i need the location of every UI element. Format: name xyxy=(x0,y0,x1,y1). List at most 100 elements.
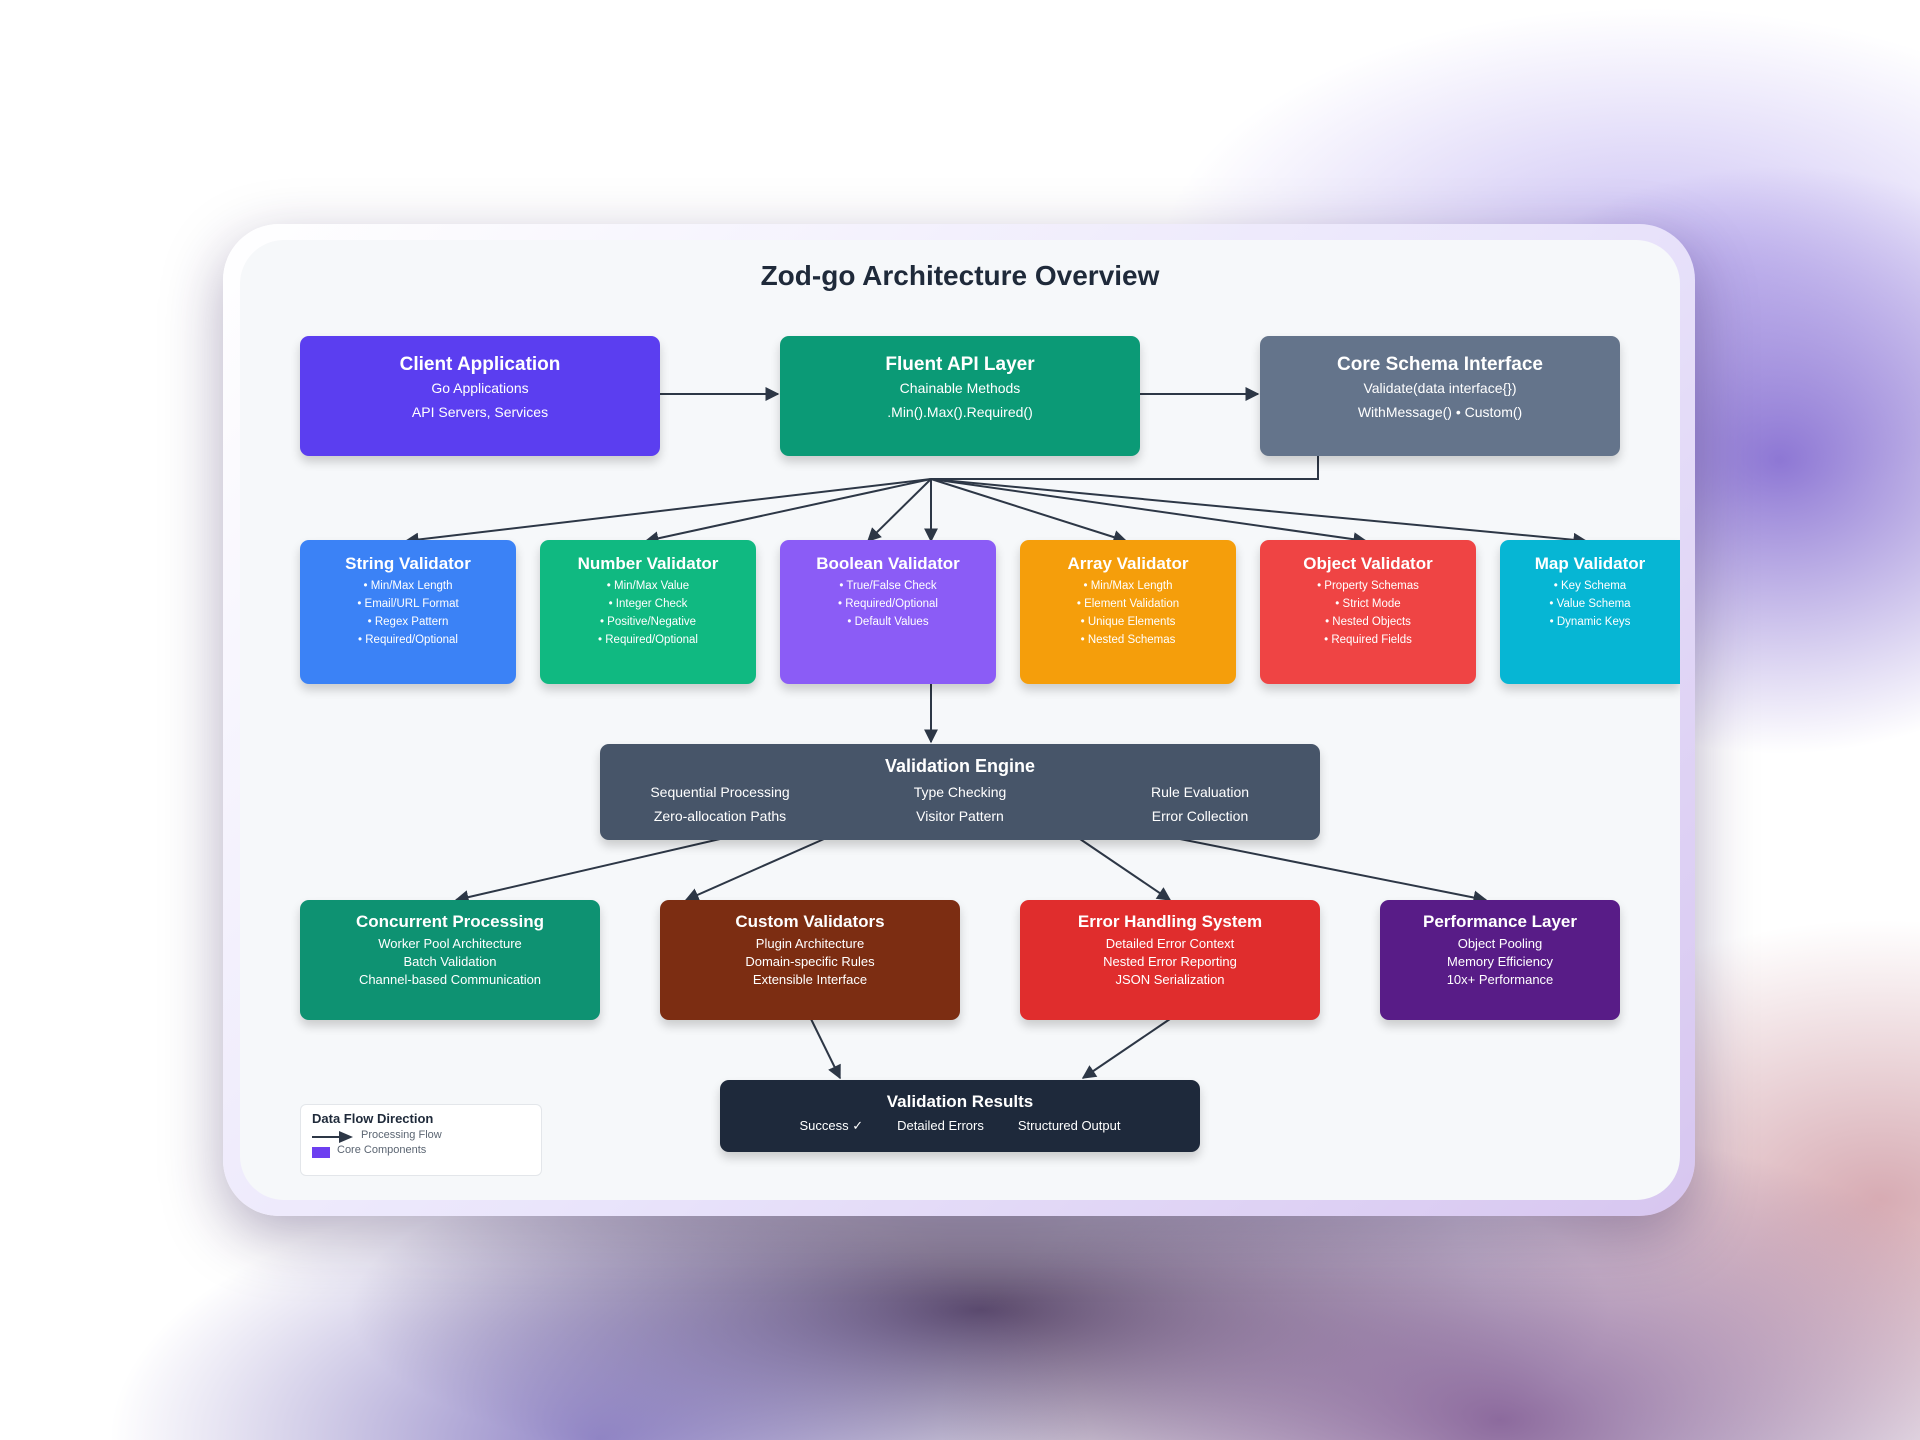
node-line: Object Pooling xyxy=(1457,936,1543,951)
node-line: Memory Efficiency xyxy=(1447,954,1553,969)
node-line: Type Checking xyxy=(913,784,1007,800)
results-items: Success ✓ Detailed Errors Structured Out… xyxy=(720,1118,1200,1134)
engine-features: Sequential Processing Type Checking Rule… xyxy=(600,780,1320,828)
edge-errors-results xyxy=(1081,1018,1171,1079)
diagram-title: Zod-go Architecture Overview xyxy=(760,260,1160,291)
node-line: Zero-allocation Paths xyxy=(653,808,787,824)
node-array-validator: Array Validator • Min/Max Length • Eleme… xyxy=(1020,540,1236,684)
node-title: Array Validator xyxy=(1067,554,1189,573)
node-line: • Min/Max Length xyxy=(1083,580,1173,592)
node-title: Validation Results xyxy=(886,1092,1034,1111)
node-title: Core Schema Interface xyxy=(1337,354,1543,375)
node-line: API Servers, Services xyxy=(411,404,549,420)
legend-flow-label: Processing Flow xyxy=(361,1129,442,1141)
node-concurrent-processing: Concurrent Processing Worker Pool Archit… xyxy=(300,900,600,1020)
node-performance-layer: Performance Layer Object Pooling Memory … xyxy=(1380,900,1620,1020)
node-line: Success ✓ xyxy=(799,1118,864,1133)
node-line: • Nested Schemas xyxy=(1080,634,1176,646)
node-custom-validators: Custom Validators Plugin Architecture Do… xyxy=(660,900,960,1020)
node-line: .Min().Max().Required() xyxy=(887,404,1033,420)
node-client-application: Client Application Go Applications API S… xyxy=(300,336,660,456)
node-boolean-validator: Boolean Validator • True/False Check • R… xyxy=(780,540,996,684)
legend-core-label: Core Components xyxy=(337,1144,427,1156)
node-error-handling-system: Error Handling System Detailed Error Con… xyxy=(1020,900,1320,1020)
node-line: Extensible Interface xyxy=(752,972,868,987)
node-line: Domain-specific Rules xyxy=(745,954,875,969)
node-line: • Required/Optional xyxy=(838,598,938,610)
node-title: Number Validator xyxy=(577,554,719,573)
node-line: • Property Schemas xyxy=(1317,580,1419,592)
node-title: Object Validator xyxy=(1303,554,1433,573)
node-line: • Default Values xyxy=(847,616,929,628)
node-line: • Regex Pattern xyxy=(367,616,449,628)
legend-title: Data Flow Direction xyxy=(312,1111,434,1126)
node-line: Chainable Methods xyxy=(899,380,1021,396)
node-validation-results: Validation Results Success ✓ Detailed Er… xyxy=(720,1080,1200,1152)
node-line: Rule Evaluation xyxy=(1150,784,1250,800)
node-fluent-api-layer: Fluent API Layer Chainable Methods .Min(… xyxy=(780,336,1140,456)
node-line: • Integer Check xyxy=(608,598,688,610)
node-line: • Value Schema xyxy=(1549,598,1631,610)
connector-layer xyxy=(404,387,1588,1080)
edge-core-string xyxy=(404,478,932,547)
node-object-validator: Object Validator • Property Schemas • St… xyxy=(1260,540,1476,684)
node-line: WithMessage() • Custom() xyxy=(1357,404,1523,420)
node-line: 10x+ Performance xyxy=(1446,972,1554,987)
edge-core-map xyxy=(930,478,1588,547)
flow-arrow-icon xyxy=(312,1131,353,1143)
node-number-validator: Number Validator • Min/Max Value • Integ… xyxy=(540,540,756,684)
node-line: • Dynamic Keys xyxy=(1549,616,1631,628)
node-line: • Key Schema xyxy=(1553,580,1627,592)
node-title: Boolean Validator xyxy=(816,554,960,573)
node-line: • Strict Mode xyxy=(1335,598,1401,610)
core-component-swatch xyxy=(312,1147,330,1158)
node-title: Concurrent Processing xyxy=(356,912,544,931)
node-line: • Min/Max Length xyxy=(363,580,453,592)
node-title: Validation Engine xyxy=(884,756,1036,776)
node-title: String Validator xyxy=(345,554,471,573)
edge-engine-performance xyxy=(1179,838,1488,905)
node-line: Error Collection xyxy=(1151,808,1249,824)
node-validation-engine: Validation Engine Sequential Processing … xyxy=(600,744,1320,840)
legend: Data Flow Direction Processing Flow Core… xyxy=(300,1104,542,1176)
node-line: • Required/Optional xyxy=(358,634,458,646)
node-line: Nested Error Reporting xyxy=(1103,954,1237,969)
node-title: Error Handling System xyxy=(1077,912,1263,931)
node-line: Batch Validation xyxy=(403,954,497,969)
node-line: • Email/URL Format xyxy=(357,598,459,610)
node-line: Plugin Architecture xyxy=(755,936,865,951)
node-line: Validate(data interface{}) xyxy=(1363,380,1517,396)
edge-engine-custom xyxy=(684,838,825,902)
node-line: Sequential Processing xyxy=(650,784,790,800)
node-line: Go Applications xyxy=(431,380,529,396)
node-line: • True/False Check xyxy=(839,580,937,592)
node-string-validator: String Validator • Min/Max Length • Emai… xyxy=(300,540,516,684)
node-line: Detailed Error Context xyxy=(1105,936,1235,951)
node-line: Visitor Pattern xyxy=(916,808,1004,824)
node-line: • Required/Optional xyxy=(598,634,698,646)
edge-engine-concurrent xyxy=(454,838,721,904)
node-line: Detailed Errors xyxy=(897,1118,984,1133)
node-line: • Positive/Negative xyxy=(599,616,697,628)
edge-core-object xyxy=(930,478,1368,547)
diagram-card: Zod-go Architecture Overview Client Appl… xyxy=(240,240,1680,1200)
edge-core-hub xyxy=(931,455,1319,480)
node-line: • Nested Objects xyxy=(1325,616,1411,628)
node-core-schema-interface: Core Schema Interface Validate(data inte… xyxy=(1260,336,1620,456)
edge-engine-errors xyxy=(1079,838,1172,901)
node-title: Performance Layer xyxy=(1422,912,1578,931)
edge-custom-results xyxy=(810,1018,841,1080)
node-line: JSON Serialization xyxy=(1115,972,1225,987)
node-title: Custom Validators xyxy=(735,912,885,931)
node-line: Worker Pool Architecture xyxy=(378,936,522,951)
edge-core-boolean-a xyxy=(867,478,932,542)
node-line: Channel-based Communication xyxy=(358,972,542,987)
node-title: Client Application xyxy=(399,354,561,375)
node-title: Map Validator xyxy=(1534,554,1646,573)
edge-core-array xyxy=(930,478,1128,544)
edge-core-number xyxy=(644,478,932,546)
node-map-validator: Map Validator • Key Schema • Value Schem… xyxy=(1500,540,1680,684)
node-line: • Unique Elements xyxy=(1080,616,1176,628)
node-line: • Element Validation xyxy=(1076,598,1180,610)
node-line: Structured Output xyxy=(1017,1118,1121,1133)
